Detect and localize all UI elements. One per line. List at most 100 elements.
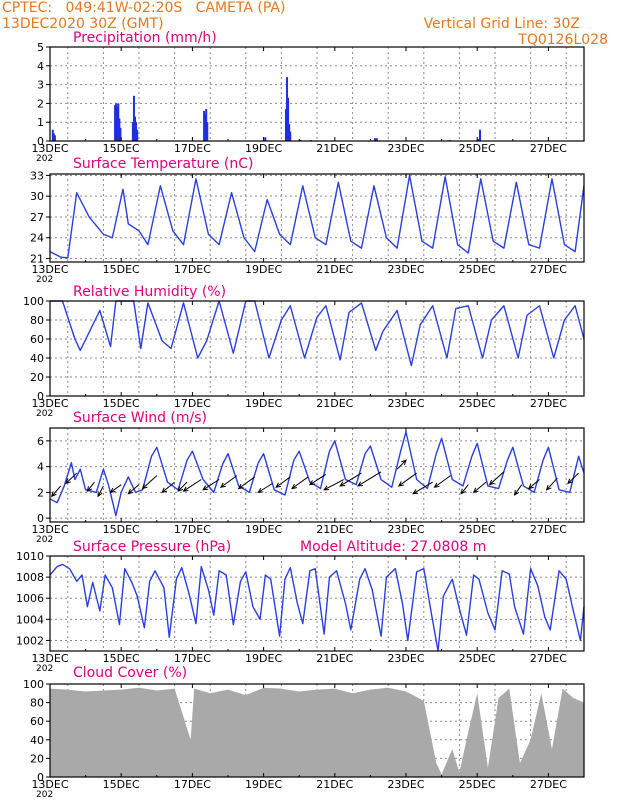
cloud-cover-area: [50, 687, 584, 777]
wind-arrow-head: [412, 489, 419, 495]
wind-arrow-head: [257, 487, 264, 493]
x-tick-label: 25DEC: [459, 142, 496, 155]
year-label: 202: [36, 535, 53, 545]
panel-temp: 21 24 27 30 33 13DEC 15DEC 17DEC 19DEC 21DEC 23DEC…: [30, 156, 585, 285]
wind-arrow-shaft: [142, 475, 158, 489]
year-label: 202: [36, 154, 53, 164]
precip-bar: [136, 129, 139, 141]
x-tick-label: 23DEC: [387, 778, 424, 791]
y-tick-label: 5: [37, 41, 44, 54]
wind-arrow-shaft: [257, 482, 273, 493]
series-line-temp: [49, 174, 585, 259]
wind-arrow-head: [513, 489, 520, 496]
y-tick-label: 6: [37, 435, 44, 448]
x-tick-label: 17DEC: [174, 778, 211, 791]
wind-arrow-head: [308, 480, 315, 486]
panel-annotation: Model Altitude: 27.0808 m: [300, 539, 486, 555]
wind-arrow-shaft: [238, 476, 255, 489]
panel-title: Surface Temperature (nC): [73, 156, 254, 172]
wind-arrow-head: [433, 482, 440, 488]
x-tick-label: 23DEC: [387, 263, 424, 276]
panel-title: Precipitation (mm/h): [73, 30, 217, 46]
wind-arrow-head: [141, 483, 148, 490]
y-tick-label: 40: [30, 734, 44, 747]
wind-arrow-head: [97, 491, 103, 498]
forecast-init-time: 13DEC2020 30Z (GMT): [2, 16, 164, 32]
x-tick-label: 15DEC: [103, 778, 140, 791]
wind-arrow-head: [397, 481, 404, 487]
y-tick-label: 0: [37, 135, 44, 148]
series-line-pressure: [49, 563, 585, 652]
series-line-rh: [50, 300, 585, 367]
y-tick-label: 4: [37, 60, 44, 73]
panel-frame: [49, 427, 585, 523]
wind-arrow-head: [177, 486, 184, 492]
x-tick-label: 25DEC: [459, 523, 496, 536]
x-tick-label: 17DEC: [174, 397, 211, 410]
y-tick-label: 100: [23, 678, 44, 691]
x-tick-label: 19DEC: [245, 397, 282, 410]
x-tick-label: 13DEC: [31, 778, 68, 791]
y-tick-label: 21: [30, 253, 44, 266]
precip-bar: [134, 116, 137, 141]
precip-bar: [478, 129, 481, 141]
x-tick-label: 21DEC: [316, 778, 353, 791]
wind-arrow-shaft: [473, 481, 487, 493]
x-tick-label: 25DEC: [459, 652, 496, 665]
x-tick-label: 13DEC: [31, 142, 68, 155]
y-tick-label: 80: [30, 314, 44, 327]
y-tick-label: 0: [37, 390, 44, 403]
wind-arrow-head: [527, 483, 534, 490]
x-tick-label: 21DEC: [316, 142, 353, 155]
x-tick-label: 17DEC: [174, 652, 211, 665]
precip-bar: [477, 139, 480, 141]
wind-arrow-shaft: [339, 472, 362, 487]
y-tick-label: 40: [30, 352, 44, 365]
wind-arrow-head: [161, 487, 168, 494]
wind-arrow-head: [65, 478, 71, 485]
wind-arrow-shaft: [110, 484, 122, 493]
x-tick-label: 19DEC: [245, 778, 282, 791]
y-tick-label: 3: [37, 79, 44, 92]
y-tick-label: 4: [37, 461, 44, 474]
x-tick-label: 15DEC: [103, 652, 140, 665]
station-info: CPTEC: 049:41W-02:20S CAMETA (PA): [2, 0, 286, 16]
x-tick-label: 21DEC: [316, 652, 353, 665]
wind-arrow-shaft: [434, 475, 451, 488]
wind-arrow-shaft: [275, 476, 291, 488]
x-tick-label: 25DEC: [459, 397, 496, 410]
precip-bar: [118, 118, 121, 141]
precip-bar: [132, 95, 135, 141]
wind-arrow-shaft: [357, 471, 382, 487]
x-tick-label: 19DEC: [245, 652, 282, 665]
x-tick-label: 15DEC: [103, 397, 140, 410]
year-label: 202: [36, 664, 53, 674]
panel-title: Relative Humidity (%): [73, 284, 226, 300]
wind-arrow-shaft: [202, 479, 220, 491]
wind-arrow-head: [567, 478, 573, 485]
wind-arrow-head: [86, 486, 93, 492]
y-tick-label: 2: [37, 486, 44, 499]
x-tick-label: 27DEC: [530, 652, 567, 665]
x-tick-label: 13DEC: [31, 397, 68, 410]
precip-bar: [284, 109, 287, 141]
precip-bar: [119, 127, 122, 141]
y-tick-label: 20: [30, 371, 44, 384]
wind-arrow-shaft: [291, 476, 309, 489]
wind-arrow-shaft: [86, 481, 95, 492]
precip-bar: [135, 122, 138, 141]
precip-bar: [52, 133, 55, 141]
wind-arrow-shaft: [177, 481, 188, 492]
panel-precip: 0 1 2 3 4 5 13DEC 15DEC 17DEC 19DEC 21DEC 23DEC 25DE…: [31, 30, 585, 164]
x-tick-label: 17DEC: [174, 263, 211, 276]
precip-bar: [203, 110, 206, 141]
panel-rh: 0 20 40 60 80 100 13DEC 15DEC 17DEC 19DEC 21DEC 23D…: [23, 284, 585, 419]
x-tick-label: 17DEC: [174, 523, 211, 536]
wind-arrow-head: [323, 485, 330, 491]
y-tick-label: 33: [30, 169, 44, 182]
wind-arrow-shaft: [183, 479, 202, 492]
x-tick-label: 13DEC: [31, 523, 68, 536]
precip-bar: [117, 103, 120, 141]
x-tick-label: 27DEC: [530, 263, 567, 276]
